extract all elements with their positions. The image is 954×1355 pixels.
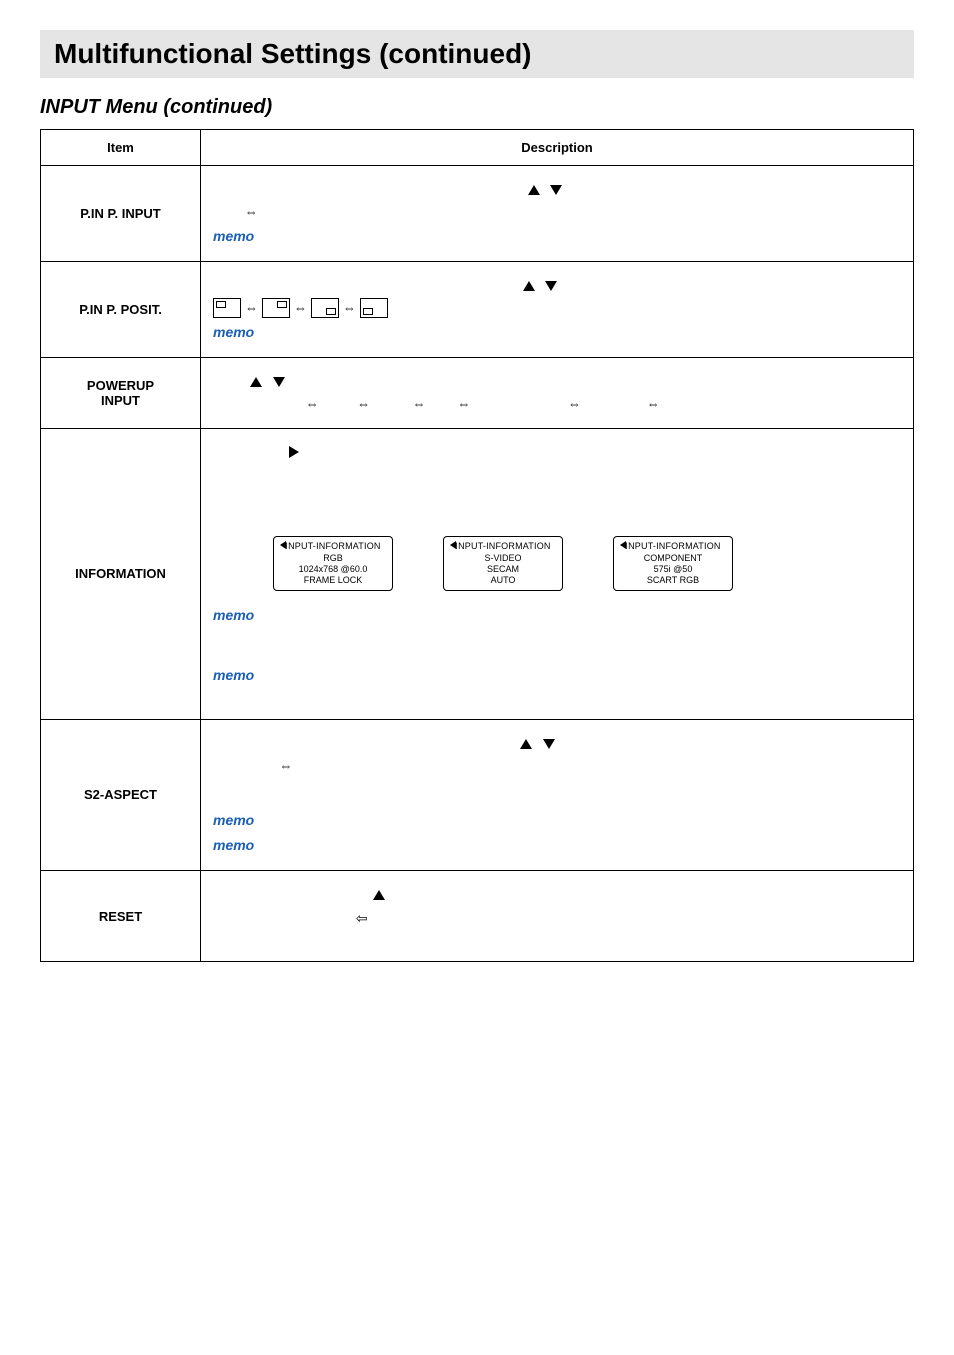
row-pinp-posit: P.IN P. POSIT. Select the position of su…	[41, 261, 914, 358]
text: /	[535, 735, 542, 750]
text: Press any button to close the box. (Howe…	[213, 489, 901, 527]
item-pinp-posit: P.IN P. POSIT.	[41, 261, 201, 358]
triangle-left-icon	[280, 541, 286, 549]
text: button calls the RESET menu.	[389, 886, 563, 901]
text: Select the input for sub area of the P.I…	[213, 181, 528, 196]
text: button.	[558, 735, 598, 750]
text: This feature works to process a signal i…	[213, 779, 901, 798]
page-subtitle: INPUT Menu (continued)	[40, 96, 914, 119]
desc-s2aspect: Set the S2-ASPECT feature for S-VIDEO in…	[201, 719, 914, 870]
item-powerup: POWERUPINPUT	[41, 358, 201, 429]
right-icon	[289, 446, 299, 458]
row-information: INFORMATION Pressing the button displays…	[41, 428, 914, 719]
page-title: Multifunctional Settings (continued)	[40, 30, 914, 78]
item-s2aspect: S2-ASPECT	[41, 719, 201, 870]
text: The "SCART RGB" message means the COMPON…	[213, 668, 889, 702]
text: Select the position of sub area for P.IN…	[213, 277, 523, 292]
text: It may take several seconds for the full…	[258, 325, 790, 340]
item-pinp-input: P.IN P. INPUT	[41, 166, 201, 262]
memo-label: memo	[213, 607, 254, 623]
up-icon	[523, 281, 535, 291]
text: VIDEO	[261, 204, 301, 219]
up-icon	[250, 377, 262, 387]
header-desc: Description	[201, 130, 914, 166]
pip-position-diagram: ⇔ ⇔ ⇔	[213, 298, 388, 318]
up-icon	[528, 185, 540, 195]
text: The present input signal will be indicat…	[213, 466, 901, 485]
memo-label: memo	[213, 837, 254, 853]
text: Select the RESET using	[213, 911, 356, 926]
text: button.	[561, 277, 601, 292]
down-icon	[273, 377, 285, 387]
text: Pressing the	[213, 444, 289, 459]
info-box-rgb: INPUT-INFORMATION RGB 1024x768 @60.0 FRA…	[273, 536, 393, 591]
text: /	[538, 277, 545, 292]
settings-table: Item Description P.IN P. INPUT Select th…	[40, 129, 914, 962]
down-icon	[543, 739, 555, 749]
desc-pinp-posit: Select the position of sub area for P.IN…	[201, 261, 914, 358]
header-item: Item	[41, 130, 201, 166]
text: This item works only for S-VIDEO input.	[258, 813, 487, 828]
item-information: INFORMATION	[41, 428, 201, 719]
text: RGB	[213, 204, 245, 219]
row-powerup: POWERUPINPUT Using / button selects the …	[41, 358, 914, 429]
info-box-row: INPUT-INFORMATION RGB 1024x768 @60.0 FRA…	[273, 536, 901, 591]
text: Using	[213, 373, 250, 388]
row-pinp-input: P.IN P. INPUT Select the input for sub a…	[41, 166, 914, 262]
text: Select TURN OFF when a picture is distor…	[258, 838, 599, 853]
desc-pinp-input: Select the input for sub area of the P.I…	[201, 166, 914, 262]
down-icon	[545, 281, 557, 291]
triangle-left-icon	[450, 541, 456, 549]
triangle-left-icon	[620, 541, 626, 549]
memo-label: memo	[213, 324, 254, 340]
text: button displays the "INPUT INFORMATION" …	[303, 444, 585, 459]
down-icon	[550, 185, 562, 195]
row-s2aspect: S2-ASPECT Set the S2-ASPECT feature for …	[41, 719, 914, 870]
up-icon	[520, 739, 532, 749]
sequence: LAST SIGNAL ⇔ RGB ⇔ M1-D ⇔ DVI ⇔ COMPONE…	[213, 395, 901, 414]
text: button.	[566, 181, 606, 196]
desc-information: Pressing the button displays the "INPUT …	[201, 428, 914, 719]
row-reset: RESET Selecting the RESET using button c…	[41, 870, 914, 962]
text: The "FRAME LOCK" message means that the …	[213, 608, 864, 642]
info-box-svideo: INPUT-INFORMATION S-VIDEO SECAM AUTO	[443, 536, 563, 591]
memo-label: memo	[213, 667, 254, 683]
up-icon	[373, 890, 385, 900]
memo-label: memo	[213, 812, 254, 828]
text: Selecting the RESET using	[213, 886, 373, 901]
memo-label: memo	[213, 228, 254, 244]
info-box-component: INPUT-INFORMATION COMPONENT 575i @50 SCA…	[613, 536, 733, 591]
text: /	[265, 373, 272, 388]
text: button selects the input signal when the…	[288, 373, 645, 388]
desc-reset: Selecting the RESET using button calls t…	[201, 870, 914, 962]
text: /	[543, 181, 550, 196]
text: Set the S2-ASPECT feature for S-VIDEO in…	[213, 735, 520, 750]
desc-powerup: Using / button selects the input signal …	[201, 358, 914, 429]
text: The same signal as main area cannot be s…	[258, 229, 622, 244]
item-reset: RESET	[41, 870, 201, 962]
